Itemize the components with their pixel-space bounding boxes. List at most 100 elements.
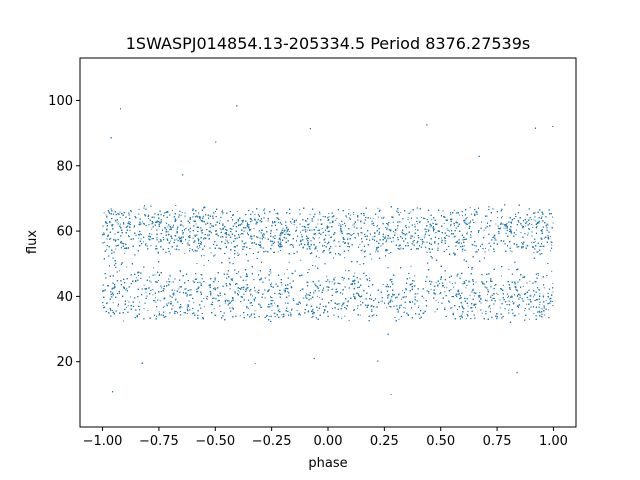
- data-point: [503, 227, 505, 229]
- data-point: [512, 301, 514, 303]
- data-point: [475, 281, 477, 283]
- data-point: [451, 307, 453, 309]
- data-point: [507, 297, 509, 299]
- data-point: [275, 213, 277, 215]
- data-point: [382, 284, 384, 286]
- data-point: [281, 284, 283, 286]
- data-point: [499, 299, 501, 301]
- data-point: [104, 241, 106, 243]
- data-point: [264, 234, 266, 236]
- data-point: [316, 295, 318, 297]
- data-point: [414, 223, 416, 225]
- data-point: [186, 306, 188, 308]
- data-point: [375, 306, 377, 308]
- data-point: [461, 250, 463, 252]
- data-point: [372, 236, 374, 238]
- data-point: [261, 306, 263, 308]
- data-point: [203, 264, 205, 266]
- data-point: [334, 277, 336, 279]
- data-point: [281, 314, 283, 316]
- data-point: [271, 309, 273, 311]
- data-point: [103, 212, 105, 214]
- data-point: [141, 221, 143, 223]
- data-point: [353, 211, 355, 213]
- data-point: [188, 239, 190, 241]
- data-point: [296, 310, 298, 312]
- data-point: [526, 303, 528, 305]
- data-point: [279, 235, 281, 237]
- data-point: [501, 216, 503, 218]
- data-point: [139, 233, 141, 235]
- data-point: [534, 241, 536, 243]
- data-point: [271, 305, 273, 307]
- data-point: [552, 282, 554, 284]
- data-point: [392, 231, 394, 233]
- data-point: [278, 221, 280, 223]
- data-point: [494, 285, 496, 287]
- data-point: [114, 239, 116, 241]
- data-point: [407, 217, 409, 219]
- data-point: [488, 249, 490, 251]
- data-point: [450, 214, 452, 216]
- data-point: [544, 314, 546, 316]
- data-point: [317, 223, 319, 225]
- data-point: [510, 221, 512, 223]
- data-point: [407, 242, 409, 244]
- data-point: [271, 282, 273, 284]
- data-point: [279, 249, 281, 251]
- data-point: [423, 297, 425, 299]
- data-point: [431, 219, 433, 221]
- data-point: [301, 225, 303, 227]
- data-point: [300, 234, 302, 236]
- data-point: [359, 300, 361, 302]
- data-point: [154, 274, 156, 276]
- data-point: [150, 281, 152, 283]
- data-point: [528, 228, 530, 230]
- data-point: [423, 237, 425, 239]
- data-point: [450, 289, 452, 291]
- data-point: [376, 226, 378, 228]
- data-point: [224, 302, 226, 304]
- data-point: [300, 259, 302, 261]
- data-point: [206, 298, 208, 300]
- data-point: [245, 279, 247, 281]
- data-point: [334, 219, 336, 221]
- data-point: [249, 237, 251, 239]
- data-point: [527, 245, 529, 247]
- data-point: [289, 244, 291, 246]
- data-point: [219, 228, 221, 230]
- data-point: [114, 312, 116, 314]
- data-point: [160, 222, 162, 224]
- data-point: [200, 240, 202, 242]
- data-point: [123, 287, 125, 289]
- data-point: [359, 314, 361, 316]
- data-point: [119, 217, 121, 219]
- data-point: [176, 238, 178, 240]
- data-point: [135, 277, 137, 279]
- data-point: [147, 218, 149, 220]
- data-point: [527, 299, 529, 301]
- data-point: [547, 309, 549, 311]
- data-point: [420, 217, 422, 219]
- data-point: [537, 251, 539, 253]
- data-point: [489, 308, 491, 310]
- data-point: [210, 232, 212, 234]
- data-point: [403, 307, 405, 309]
- data-point: [169, 240, 171, 242]
- data-point: [411, 283, 413, 285]
- data-point: [311, 316, 313, 318]
- data-point: [474, 251, 476, 253]
- data-point: [214, 211, 216, 212]
- data-point: [472, 288, 474, 290]
- data-point: [174, 299, 176, 301]
- data-point: [384, 227, 386, 229]
- data-point: [346, 216, 348, 218]
- data-point: [493, 293, 495, 295]
- data-point: [138, 237, 140, 239]
- data-point: [215, 287, 217, 289]
- data-point: [466, 217, 468, 219]
- data-point: [182, 233, 184, 235]
- data-point: [403, 312, 405, 314]
- data-point: [248, 228, 250, 230]
- data-point: [203, 255, 205, 256]
